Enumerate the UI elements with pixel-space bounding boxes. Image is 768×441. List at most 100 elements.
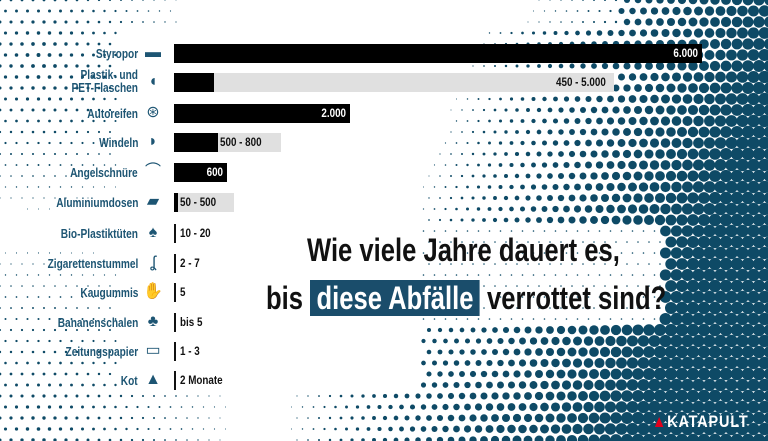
halftone-dot <box>431 404 438 410</box>
bar-row: Windeln ◗ 500 - 800 <box>0 133 768 153</box>
halftone-dot <box>736 202 749 216</box>
halftone-dot <box>433 164 436 166</box>
halftone-dot <box>439 153 441 155</box>
halftone-dot <box>81 141 84 145</box>
halftone-dot <box>708 389 722 403</box>
halftone-dot <box>103 383 106 387</box>
bar-min <box>174 44 702 63</box>
halftone-dot <box>499 296 502 298</box>
halftone-dot <box>9 64 13 68</box>
halftone-dot <box>103 53 106 57</box>
halftone-dot <box>736 136 749 150</box>
halftone-dot <box>103 339 106 343</box>
halftone-dot <box>213 428 216 430</box>
halftone-dot <box>476 207 481 211</box>
halftone-dot <box>508 337 515 345</box>
halftone-dot <box>631 318 634 320</box>
category-label: Windeln <box>98 135 138 150</box>
halftone-dot <box>763 82 768 94</box>
halftone-dot <box>422 186 425 188</box>
tire-icon: ⊛ <box>146 104 160 121</box>
halftone-dot <box>653 345 667 359</box>
halftone-dot <box>42 416 46 420</box>
halftone-dot <box>47 405 52 409</box>
halftone-dot <box>507 381 516 389</box>
halftone-dot <box>436 436 444 441</box>
halftone-dot <box>108 108 112 112</box>
halftone-dot <box>426 371 432 377</box>
halftone-dot <box>741 279 755 293</box>
halftone-dot <box>455 120 458 122</box>
halftone-dot <box>654 324 666 336</box>
halftone-dot <box>670 334 683 348</box>
halftone-dot <box>466 98 469 100</box>
halftone-dot <box>498 141 503 145</box>
halftone-dot <box>487 185 492 189</box>
halftone-dot <box>637 335 650 347</box>
halftone-dot <box>626 422 639 436</box>
halftone-dot <box>677 0 687 5</box>
halftone-dot <box>556 369 566 379</box>
halftone-dot <box>20 0 24 2</box>
halftone-dot <box>388 404 393 410</box>
halftone-dot <box>525 129 531 135</box>
halftone-dot <box>665 214 677 226</box>
halftone-dot <box>42 350 46 354</box>
halftone-dot <box>671 72 682 82</box>
halftone-dot <box>628 160 637 170</box>
halftone-dot <box>549 263 551 265</box>
halftone-dot <box>747 136 760 150</box>
halftone-dot <box>730 125 744 139</box>
halftone-dot <box>475 338 482 344</box>
halftone-dot <box>469 392 477 400</box>
halftone-dot <box>715 71 726 83</box>
halftone-dot <box>697 433 711 441</box>
halftone-dot <box>531 118 536 124</box>
halftone-dot <box>731 82 743 94</box>
halftone-dot <box>477 119 480 123</box>
halftone-dot <box>334 405 337 409</box>
halftone-dot <box>164 417 166 419</box>
halftone-dot <box>53 152 57 156</box>
halftone-dot <box>599 346 611 358</box>
halftone-dot <box>14 53 19 57</box>
halftone-dot <box>545 347 555 357</box>
halftone-dot <box>571 21 573 23</box>
halftone-dot <box>714 202 727 216</box>
halftone-dot <box>552 183 559 191</box>
halftone-dot <box>219 395 221 397</box>
halftone-dot <box>109 307 111 309</box>
halftone-dot <box>65 285 67 287</box>
halftone-dot <box>665 170 677 182</box>
bar-min <box>174 371 176 390</box>
bar-range <box>174 193 235 212</box>
halftone-dot <box>737 27 748 39</box>
halftone-dot <box>747 114 760 128</box>
halftone-dot <box>550 424 561 434</box>
halftone-dot <box>9 108 13 112</box>
halftone-dot <box>532 252 535 254</box>
halftone-dot <box>521 318 524 320</box>
halftone-dot <box>638 160 649 170</box>
halftone-dot <box>637 422 650 436</box>
halftone-dot <box>480 392 488 400</box>
halftone-dot <box>542 31 547 35</box>
halftone-dot <box>741 389 755 403</box>
halftone-dot <box>758 114 768 128</box>
halftone-dot <box>659 334 672 348</box>
halftone-dot <box>87 197 89 199</box>
halftone-dot <box>439 241 441 243</box>
halftone-dot <box>615 285 617 287</box>
halftone-dot <box>672 28 681 38</box>
halftone-dot <box>4 252 7 254</box>
halftone-dot <box>633 105 643 115</box>
halftone-dot <box>54 175 56 177</box>
halftone-dot <box>664 301 678 315</box>
halftone-dot <box>372 416 376 420</box>
halftone-dot <box>361 438 365 441</box>
halftone-dot <box>339 416 343 420</box>
halftone-dot <box>714 224 727 238</box>
halftone-dot <box>488 119 491 123</box>
halftone-dot <box>0 108 2 112</box>
halftone-dot <box>598 318 601 320</box>
